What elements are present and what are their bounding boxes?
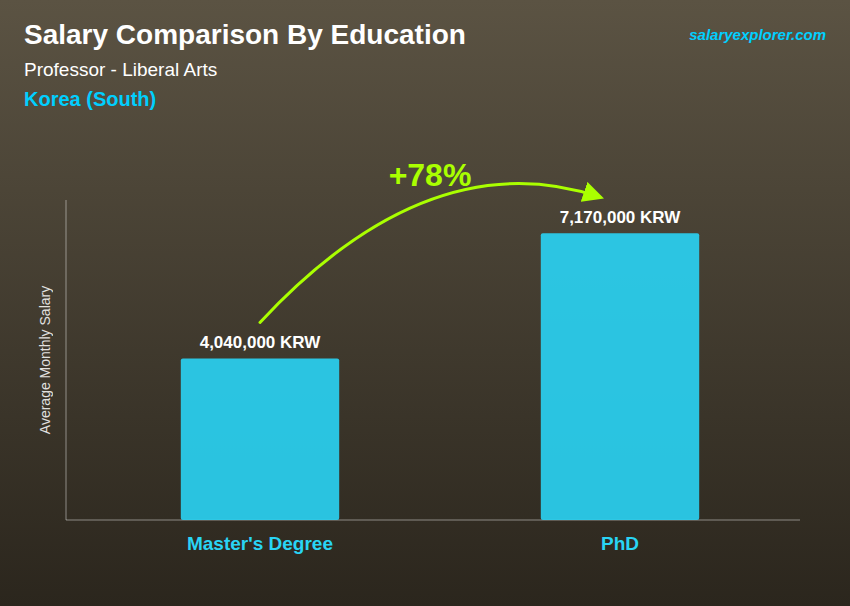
- website: salaryexplorer.com: [689, 26, 826, 43]
- y-axis-label: Average Monthly Salary: [37, 286, 53, 434]
- title: Salary Comparison By Education: [24, 19, 466, 50]
- background: [0, 0, 850, 606]
- x-tick-label: Master's Degree: [187, 533, 333, 554]
- data-label: 4,040,000 KRW: [200, 333, 322, 352]
- data-label: 7,170,000 KRW: [560, 208, 682, 227]
- bars: [181, 233, 699, 520]
- change-arrow: [260, 184, 600, 323]
- x-tick-label: PhD: [601, 533, 639, 554]
- y-axis-line: [66, 200, 67, 520]
- bar: [181, 358, 339, 520]
- country: Korea (South): [24, 88, 156, 110]
- chart: Salary Comparison By Education Professor …: [0, 0, 850, 606]
- bar: [541, 233, 699, 520]
- subtitle: Professor - Liberal Arts: [24, 59, 217, 80]
- percent-change: +78%: [389, 157, 472, 193]
